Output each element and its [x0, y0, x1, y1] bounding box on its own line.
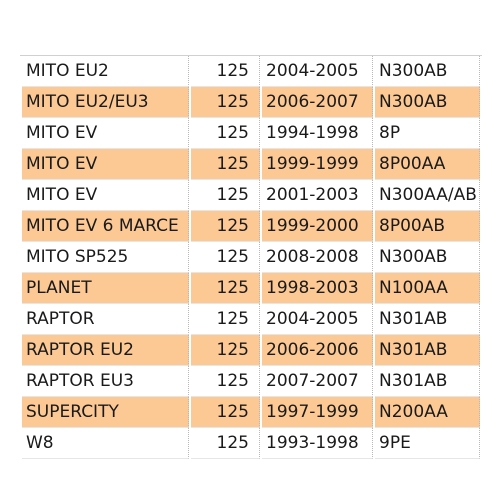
years-cell: 1994-1998	[262, 118, 373, 149]
model-cell: MITO EU2/EU3	[22, 87, 189, 118]
model-cell: RAPTOR EU2	[22, 335, 189, 366]
displacement-cell: 125	[191, 118, 260, 149]
displacement-cell: 125	[191, 56, 260, 87]
model-cell: RAPTOR EU3	[22, 366, 189, 397]
years-cell: 2006-2007	[262, 87, 373, 118]
table-row[interactable]: MITO EU2 125 2004-2005 N300AB	[22, 56, 480, 87]
code-cell: N301AB	[375, 366, 480, 397]
table-row[interactable]: RAPTOR 125 2004-2005 N301AB	[22, 304, 480, 335]
displacement-cell: 125	[191, 335, 260, 366]
model-cell: SUPERCITY	[22, 397, 189, 428]
code-cell: N300AB	[375, 242, 480, 273]
years-cell: 1993-1998	[262, 428, 373, 459]
code-cell: N300AA/AB	[375, 180, 480, 211]
model-cell: MITO SP525	[22, 242, 189, 273]
model-cell: MITO EV	[22, 180, 189, 211]
years-cell: 1998-2003	[262, 273, 373, 304]
years-cell: 2004-2005	[262, 56, 373, 87]
table-row[interactable]: MITO EU2/EU3 125 2006-2007 N300AB	[22, 87, 480, 118]
years-cell: 2008-2008	[262, 242, 373, 273]
code-cell: 9PE	[375, 428, 480, 459]
years-cell: 2006-2006	[262, 335, 373, 366]
table-row[interactable]: SUPERCITY 125 1997-1999 N200AA	[22, 397, 480, 428]
code-cell: 8P00AA	[375, 149, 480, 180]
table-row[interactable]: MITO EV 125 1999-1999 8P00AA	[22, 149, 480, 180]
code-cell: 8P	[375, 118, 480, 149]
table-row[interactable]: RAPTOR EU3 125 2007-2007 N301AB	[22, 366, 480, 397]
model-cell: W8	[22, 428, 189, 459]
compatibility-table: MITO EU2 125 2004-2005 N300AB MITO EU2/E…	[20, 55, 482, 459]
years-cell: 2001-2003	[262, 180, 373, 211]
displacement-cell: 125	[191, 180, 260, 211]
displacement-cell: 125	[191, 149, 260, 180]
years-cell: 2004-2005	[262, 304, 373, 335]
code-cell: N200AA	[375, 397, 480, 428]
years-cell: 1997-1999	[262, 397, 373, 428]
table-row[interactable]: MITO EV 6 MARCE 125 1999-2000 8P00AB	[22, 211, 480, 242]
displacement-cell: 125	[191, 273, 260, 304]
model-cell: MITO EV 6 MARCE	[22, 211, 189, 242]
model-cell: MITO EV	[22, 118, 189, 149]
compatibility-table-container: MITO EU2 125 2004-2005 N300AB MITO EU2/E…	[20, 55, 482, 459]
code-cell: N300AB	[375, 87, 480, 118]
table-row[interactable]: PLANET 125 1998-2003 N100AA	[22, 273, 480, 304]
code-cell: 8P00AB	[375, 211, 480, 242]
code-cell: N300AB	[375, 56, 480, 87]
table-row[interactable]: MITO EV 125 1994-1998 8P	[22, 118, 480, 149]
displacement-cell: 125	[191, 366, 260, 397]
table-row[interactable]: RAPTOR EU2 125 2006-2006 N301AB	[22, 335, 480, 366]
model-cell: PLANET	[22, 273, 189, 304]
table-row[interactable]: W8 125 1993-1998 9PE	[22, 428, 480, 459]
model-cell: RAPTOR	[22, 304, 189, 335]
displacement-cell: 125	[191, 242, 260, 273]
years-cell: 1999-1999	[262, 149, 373, 180]
model-cell: MITO EU2	[22, 56, 189, 87]
years-cell: 2007-2007	[262, 366, 373, 397]
displacement-cell: 125	[191, 428, 260, 459]
displacement-cell: 125	[191, 304, 260, 335]
displacement-cell: 125	[191, 211, 260, 242]
displacement-cell: 125	[191, 397, 260, 428]
code-cell: N301AB	[375, 335, 480, 366]
table-row[interactable]: MITO SP525 125 2008-2008 N300AB	[22, 242, 480, 273]
code-cell: N100AA	[375, 273, 480, 304]
displacement-cell: 125	[191, 87, 260, 118]
model-cell: MITO EV	[22, 149, 189, 180]
table-row[interactable]: MITO EV 125 2001-2003 N300AA/AB	[22, 180, 480, 211]
years-cell: 1999-2000	[262, 211, 373, 242]
code-cell: N301AB	[375, 304, 480, 335]
